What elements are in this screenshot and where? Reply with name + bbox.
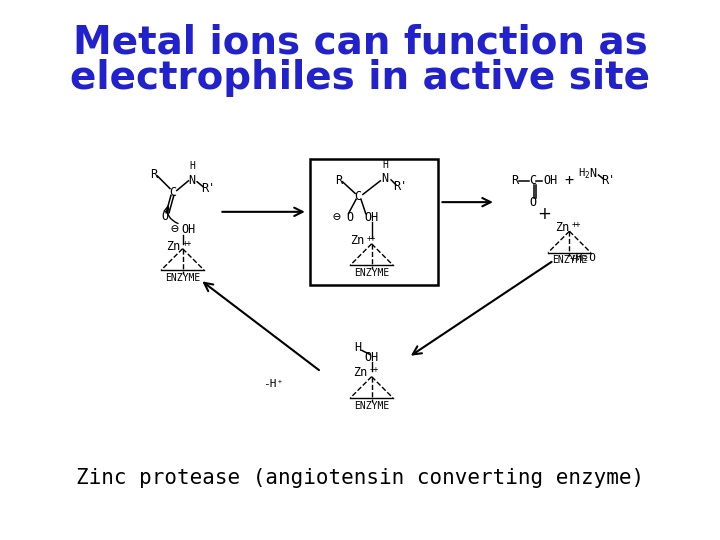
Text: ENZYME: ENZYME bbox=[165, 273, 200, 283]
Text: C: C bbox=[354, 190, 361, 203]
Text: O: O bbox=[161, 210, 168, 223]
Text: ENZYME: ENZYME bbox=[354, 401, 390, 411]
Text: C: C bbox=[529, 174, 536, 187]
Text: C: C bbox=[169, 186, 176, 199]
Text: N: N bbox=[589, 166, 596, 180]
Text: ++: ++ bbox=[369, 366, 379, 374]
Text: 2: 2 bbox=[585, 172, 589, 180]
Text: Zinc protease (angiotensin converting enzyme): Zinc protease (angiotensin converting en… bbox=[76, 468, 644, 489]
Text: ⊖: ⊖ bbox=[171, 223, 179, 236]
Text: H: H bbox=[354, 341, 361, 354]
Text: N: N bbox=[382, 172, 389, 185]
Text: electrophiles in active site: electrophiles in active site bbox=[70, 59, 650, 97]
Text: ++: ++ bbox=[572, 220, 580, 229]
Text: OH: OH bbox=[543, 174, 557, 187]
Text: H: H bbox=[189, 161, 195, 171]
Text: OH: OH bbox=[364, 351, 379, 364]
Text: R: R bbox=[150, 168, 157, 181]
Text: R': R' bbox=[201, 182, 215, 195]
Text: ENZYME: ENZYME bbox=[354, 268, 390, 278]
Text: +: + bbox=[537, 205, 551, 223]
Text: R: R bbox=[335, 174, 342, 187]
Text: Metal ions can function as: Metal ions can function as bbox=[73, 23, 647, 61]
Text: Zn: Zn bbox=[166, 240, 181, 253]
Text: +: + bbox=[564, 173, 574, 188]
Text: OH: OH bbox=[364, 211, 379, 224]
Text: O: O bbox=[529, 195, 536, 208]
Text: Zn: Zn bbox=[351, 234, 365, 247]
Text: H: H bbox=[578, 168, 584, 178]
Text: -H⁺: -H⁺ bbox=[263, 380, 283, 389]
Text: H: H bbox=[382, 160, 388, 170]
Text: R: R bbox=[511, 174, 518, 187]
Text: OH: OH bbox=[181, 223, 196, 236]
Text: ++: ++ bbox=[183, 239, 192, 248]
Text: R': R' bbox=[394, 180, 408, 193]
Text: Zn: Zn bbox=[354, 366, 368, 379]
Text: ENZYME: ENZYME bbox=[552, 255, 587, 266]
Text: +H₂O: +H₂O bbox=[570, 253, 596, 264]
Text: N: N bbox=[189, 174, 196, 187]
Text: O: O bbox=[347, 211, 354, 224]
Bar bbox=[310, 159, 438, 285]
Text: Zn: Zn bbox=[555, 221, 570, 234]
Text: ⊖: ⊖ bbox=[333, 211, 341, 224]
Text: R': R' bbox=[601, 174, 616, 187]
Text: ++: ++ bbox=[366, 233, 376, 242]
